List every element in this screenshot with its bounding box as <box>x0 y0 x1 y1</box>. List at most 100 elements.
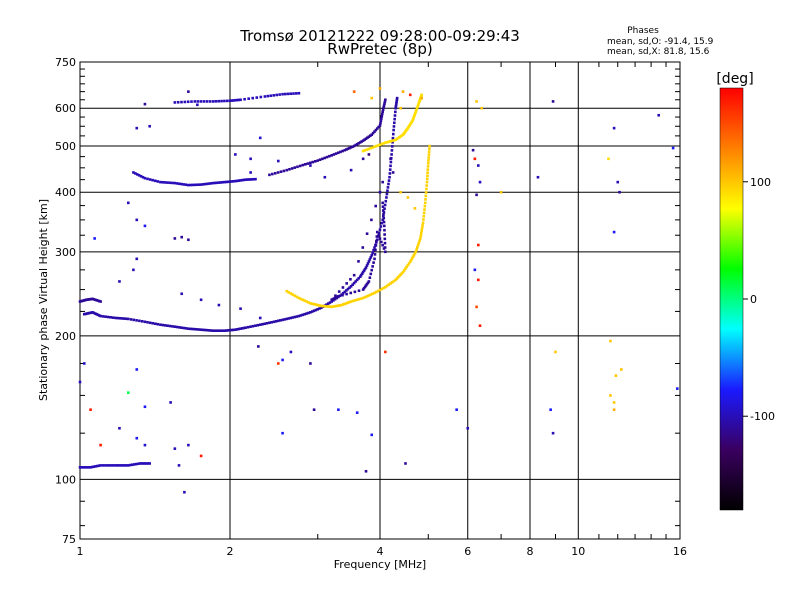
trace-point <box>99 464 102 467</box>
trace-point <box>416 246 419 249</box>
trace-point <box>175 325 179 329</box>
trace-point <box>375 127 379 130</box>
trace-point <box>341 303 345 306</box>
trace-point <box>383 102 386 106</box>
trace-point <box>401 270 405 274</box>
trace-point <box>211 100 215 103</box>
trace-point <box>275 93 278 97</box>
scatter-point <box>258 316 262 320</box>
scatter-point <box>554 350 557 354</box>
scatter-point <box>177 464 181 467</box>
trace-point <box>352 144 356 148</box>
trace-point <box>245 178 249 181</box>
trace-point <box>355 298 359 302</box>
trace-point <box>293 166 297 169</box>
trace-point <box>293 315 297 319</box>
trace-point <box>375 230 379 234</box>
x-axis-label: Frequency [MHz] <box>334 558 426 571</box>
trace-point <box>132 318 136 322</box>
trace-point <box>195 183 199 187</box>
phase-stats-header: Phases <box>627 26 659 36</box>
trace-point <box>373 257 376 261</box>
trace-point <box>376 144 380 147</box>
trace-point <box>153 322 157 326</box>
trace-point <box>276 319 280 323</box>
scatter-point <box>143 224 147 228</box>
trace-point <box>381 201 384 205</box>
trace-point <box>426 161 430 165</box>
trace-point <box>109 464 113 467</box>
scatter-point <box>173 447 177 450</box>
scatter-point <box>408 93 412 97</box>
trace-point <box>294 92 298 95</box>
trace-point <box>173 101 177 104</box>
trace-point <box>318 304 321 307</box>
trace-point <box>411 255 415 259</box>
trace-point <box>303 312 306 316</box>
scatter-point <box>607 157 610 161</box>
scatter-point <box>281 358 284 362</box>
trace-point <box>247 178 251 181</box>
trace-point <box>393 117 396 121</box>
trace-point <box>367 147 371 151</box>
trace-point <box>295 295 299 299</box>
trace-point <box>367 135 371 138</box>
trace-point <box>239 327 242 330</box>
trace-point <box>363 149 367 152</box>
trace-point <box>235 98 239 102</box>
trace-point <box>305 312 308 315</box>
trace-point <box>415 106 419 110</box>
trace-point <box>87 311 90 315</box>
trace-point <box>299 314 303 317</box>
trace-point <box>199 100 203 103</box>
scatter-point <box>312 408 316 412</box>
scatter-point <box>551 100 555 103</box>
trace-point <box>381 243 384 247</box>
trace-point <box>357 297 361 301</box>
trace-point <box>173 325 177 328</box>
trace-point <box>360 272 364 275</box>
trace-point <box>226 180 230 184</box>
scatter-point <box>478 324 482 328</box>
trace-point <box>330 300 334 303</box>
trace-point <box>374 204 377 208</box>
trace-point <box>175 182 179 185</box>
scatter-point <box>370 433 374 437</box>
trace-point <box>282 169 286 173</box>
trace-point <box>353 290 357 294</box>
trace-point <box>358 141 362 144</box>
trace-point <box>146 177 149 181</box>
trace-point <box>309 311 312 314</box>
trace-point <box>258 323 262 327</box>
trace-point <box>373 130 376 133</box>
scatter-point <box>89 408 92 412</box>
trace-point <box>283 318 286 321</box>
trace-point <box>176 100 180 104</box>
trace-point <box>373 246 376 249</box>
trace-point <box>426 171 429 174</box>
trace-point <box>141 175 145 179</box>
scatter-point <box>471 148 475 152</box>
trace-point <box>384 250 387 254</box>
trace-point <box>255 96 259 99</box>
trace-point <box>187 183 190 187</box>
trace-point <box>190 100 193 103</box>
trace-point <box>395 96 399 100</box>
trace-point <box>143 320 147 324</box>
scatter-point <box>367 153 371 156</box>
chart-subtitle: RwPretec (8p) <box>327 40 432 58</box>
trace-point <box>213 181 217 185</box>
trace-point <box>393 114 397 117</box>
scatter-point <box>536 175 540 179</box>
trace-point <box>345 148 348 151</box>
scatter-point <box>249 171 252 174</box>
colorbar-ticks: 100 0 -100 <box>743 176 775 423</box>
trace-point <box>97 464 101 468</box>
scatter-point <box>620 368 623 371</box>
trace-point <box>389 160 393 164</box>
trace-point <box>361 270 365 274</box>
scatter-point <box>406 196 410 199</box>
trace-point <box>297 314 301 318</box>
trace-point <box>151 321 154 325</box>
trace-point <box>141 462 145 465</box>
